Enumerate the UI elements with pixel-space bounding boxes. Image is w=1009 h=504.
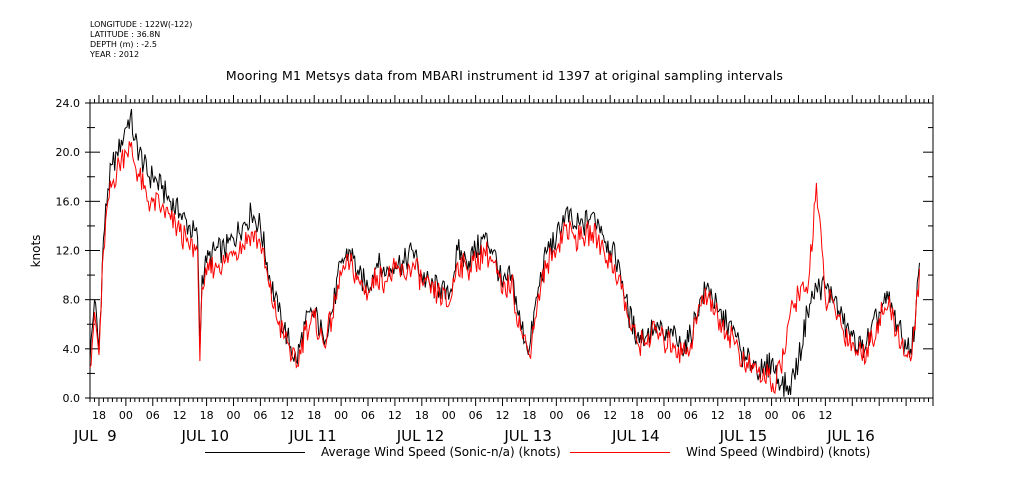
x-tick-label: 12 bbox=[496, 409, 510, 422]
legend-item-average: Average Wind Speed (Sonic-n/a) (knots) bbox=[205, 445, 561, 459]
series-windbird-wind-speed bbox=[89, 141, 920, 395]
x-tick-label: 18 bbox=[307, 409, 321, 422]
plot-border bbox=[89, 102, 934, 399]
date-label: JUL 15 bbox=[719, 427, 768, 445]
legend-label-windbird: Wind Speed (Windbird) (knots) bbox=[686, 445, 871, 459]
x-tick-label: 00 bbox=[334, 409, 348, 422]
x-tick-label: 06 bbox=[146, 409, 160, 422]
x-tick-label: 06 bbox=[576, 409, 590, 422]
y-tick-label: 16.0 bbox=[56, 195, 81, 208]
depth-label: DEPTH (m) : -2.5 bbox=[90, 40, 157, 49]
date-label: JUL 13 bbox=[503, 427, 552, 445]
x-tick-label: 12 bbox=[388, 409, 402, 422]
x-tick-label: 00 bbox=[442, 409, 456, 422]
date-label: JUL 12 bbox=[396, 427, 445, 445]
y-tick-label: 0.0 bbox=[63, 392, 81, 405]
x-tick-label: 18 bbox=[92, 409, 106, 422]
y-tick-label: 4.0 bbox=[63, 343, 81, 356]
x-tick-label: 12 bbox=[818, 409, 832, 422]
x-tick-label: 12 bbox=[603, 409, 617, 422]
x-tick-label: 12 bbox=[173, 409, 187, 422]
latitude-label: LATITUDE : 36.8N bbox=[90, 30, 161, 39]
legend-swatch-windbird bbox=[570, 451, 670, 453]
legend-swatch-average bbox=[205, 451, 305, 453]
y-tick-label: 8.0 bbox=[63, 294, 81, 307]
plot-frame bbox=[89, 102, 934, 399]
chart-title: Mooring M1 Metsys data from MBARI instru… bbox=[225, 68, 784, 83]
series-average-wind-speed bbox=[89, 108, 920, 397]
x-tick-label: 12 bbox=[280, 409, 294, 422]
legend-item-windbird: Wind Speed (Windbird) (knots) bbox=[570, 445, 870, 459]
location-metadata: LONGITUDE : 122W(-122) LATITUDE : 36.8N … bbox=[90, 20, 192, 60]
date-label: JUL 14 bbox=[611, 427, 660, 445]
x-tick-label: 18 bbox=[738, 409, 752, 422]
x-tick-label: 06 bbox=[791, 409, 805, 422]
date-label: JUL 16 bbox=[826, 427, 875, 445]
chart-legend: Average Wind Speed (Sonic-n/a) (knots) W… bbox=[0, 445, 1009, 465]
x-tick-label: 00 bbox=[765, 409, 779, 422]
y-tick-label: 20.0 bbox=[56, 146, 81, 159]
x-tick-label: 18 bbox=[415, 409, 429, 422]
date-label: JUL 10 bbox=[180, 427, 229, 445]
y-axis-label: knots bbox=[29, 235, 43, 268]
x-tick-label: 00 bbox=[226, 409, 240, 422]
x-axis: 18 00 06 12 18 00 06 12 18 00 06 12 18 00 06 12 18 00 06 12… bbox=[73, 95, 934, 445]
x-tick-label: 00 bbox=[549, 409, 563, 422]
x-tick-label: 12 bbox=[711, 409, 725, 422]
date-label: JUL 9 bbox=[73, 427, 117, 445]
year-label: YEAR : 2012 bbox=[90, 50, 140, 59]
date-label: JUL 11 bbox=[288, 427, 337, 445]
y-tick-label: 24.0 bbox=[56, 97, 81, 110]
x-tick-label: 00 bbox=[119, 409, 133, 422]
y-axis: 0.0 4.0 8.0 12.0 16.0 20.0 24.0 bbox=[56, 97, 933, 405]
longitude-label: LONGITUDE : 122W(-122) bbox=[90, 20, 193, 29]
x-tick-label: 06 bbox=[469, 409, 483, 422]
x-tick-label: 06 bbox=[361, 409, 375, 422]
x-tick-label: 06 bbox=[253, 409, 267, 422]
x-tick-label: 00 bbox=[657, 409, 671, 422]
y-tick-label: 12.0 bbox=[56, 245, 81, 258]
x-tick-label: 18 bbox=[630, 409, 644, 422]
legend-label-average: Average Wind Speed (Sonic-n/a) (knots) bbox=[321, 445, 561, 459]
series-layer bbox=[89, 108, 920, 397]
x-tick-label: 18 bbox=[200, 409, 214, 422]
x-tick-label: 18 bbox=[522, 409, 536, 422]
x-tick-label: 06 bbox=[684, 409, 698, 422]
